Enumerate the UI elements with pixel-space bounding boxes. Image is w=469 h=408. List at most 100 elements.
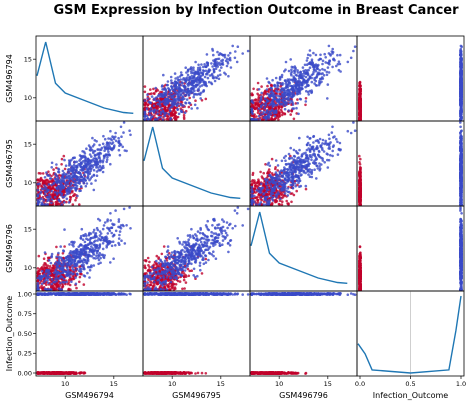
data-point	[270, 157, 274, 161]
data-point	[253, 107, 257, 110]
data-point	[252, 201, 256, 204]
data-point	[297, 83, 301, 86]
data-point	[325, 70, 329, 74]
data-point	[268, 81, 271, 85]
data-point	[206, 62, 209, 66]
data-point	[50, 166, 53, 169]
data-point	[257, 180, 261, 183]
data-point	[331, 65, 334, 69]
data-point	[156, 112, 159, 115]
data-point	[459, 60, 463, 64]
data-point	[60, 157, 64, 161]
data-point	[108, 141, 112, 145]
data-point	[267, 113, 271, 117]
data-point	[358, 161, 361, 164]
data-point	[302, 79, 306, 82]
data-point	[182, 104, 185, 107]
data-point	[196, 66, 200, 70]
data-point	[321, 67, 324, 71]
data-point	[212, 68, 216, 72]
data-point	[47, 193, 51, 196]
data-point	[171, 95, 174, 99]
data-point	[174, 90, 177, 94]
data-point	[42, 180, 46, 184]
data-point	[182, 116, 186, 119]
data-point	[308, 170, 312, 174]
data-point	[53, 191, 57, 194]
data-point	[161, 88, 164, 91]
data-point	[122, 121, 126, 124]
data-point	[198, 68, 202, 72]
data-point	[36, 185, 40, 189]
data-point	[223, 56, 227, 59]
data-point	[322, 150, 326, 153]
data-point	[79, 162, 82, 166]
data-point	[176, 104, 179, 107]
data-point	[265, 178, 269, 182]
data-point	[257, 107, 261, 110]
data-point	[215, 76, 219, 80]
data-point	[274, 200, 277, 204]
data-point	[81, 160, 85, 163]
data-point	[275, 195, 278, 199]
data-point	[226, 62, 230, 65]
data-point	[270, 189, 274, 193]
data-point	[358, 97, 362, 101]
data-point	[169, 118, 172, 121]
data-point	[64, 176, 68, 179]
data-point	[224, 59, 228, 63]
data-point	[307, 84, 310, 87]
data-point	[321, 59, 325, 63]
data-point	[289, 113, 293, 116]
data-point	[260, 113, 263, 116]
data-point	[278, 170, 281, 174]
data-point	[154, 118, 157, 121]
data-point	[65, 200, 68, 204]
data-point	[149, 113, 152, 117]
data-point	[336, 140, 339, 144]
data-point	[253, 98, 257, 102]
data-point	[184, 79, 187, 82]
data-point	[286, 194, 290, 197]
data-point	[358, 117, 362, 121]
data-point	[120, 135, 123, 138]
data-point	[202, 80, 205, 83]
data-point	[267, 168, 271, 171]
data-point	[308, 143, 312, 147]
data-point	[75, 184, 79, 188]
data-point	[102, 134, 105, 138]
data-point	[289, 146, 293, 150]
data-point	[85, 165, 88, 168]
data-point	[194, 60, 197, 64]
data-point	[196, 75, 200, 79]
data-point	[194, 78, 198, 82]
data-point	[212, 59, 215, 62]
data-point	[173, 72, 177, 75]
data-point	[459, 47, 463, 51]
data-point	[212, 53, 215, 57]
data-point	[256, 111, 260, 115]
data-point	[67, 164, 71, 167]
data-point	[221, 58, 225, 62]
data-point	[265, 185, 269, 189]
data-point	[358, 94, 361, 97]
data-point	[253, 187, 256, 190]
data-point	[306, 170, 309, 173]
data-point	[262, 92, 266, 95]
data-point	[304, 100, 308, 103]
data-point	[164, 103, 168, 106]
data-point	[337, 68, 341, 72]
data-point	[279, 90, 282, 94]
data-point	[56, 191, 59, 195]
data-point	[277, 106, 281, 109]
data-point	[278, 81, 281, 85]
data-point	[310, 80, 314, 84]
data-point	[251, 171, 255, 175]
data-point	[310, 168, 314, 172]
data-point	[85, 147, 88, 150]
data-point	[204, 82, 208, 85]
data-point	[293, 77, 297, 81]
data-point	[280, 203, 284, 206]
data-point	[256, 98, 259, 102]
data-point	[200, 71, 204, 75]
